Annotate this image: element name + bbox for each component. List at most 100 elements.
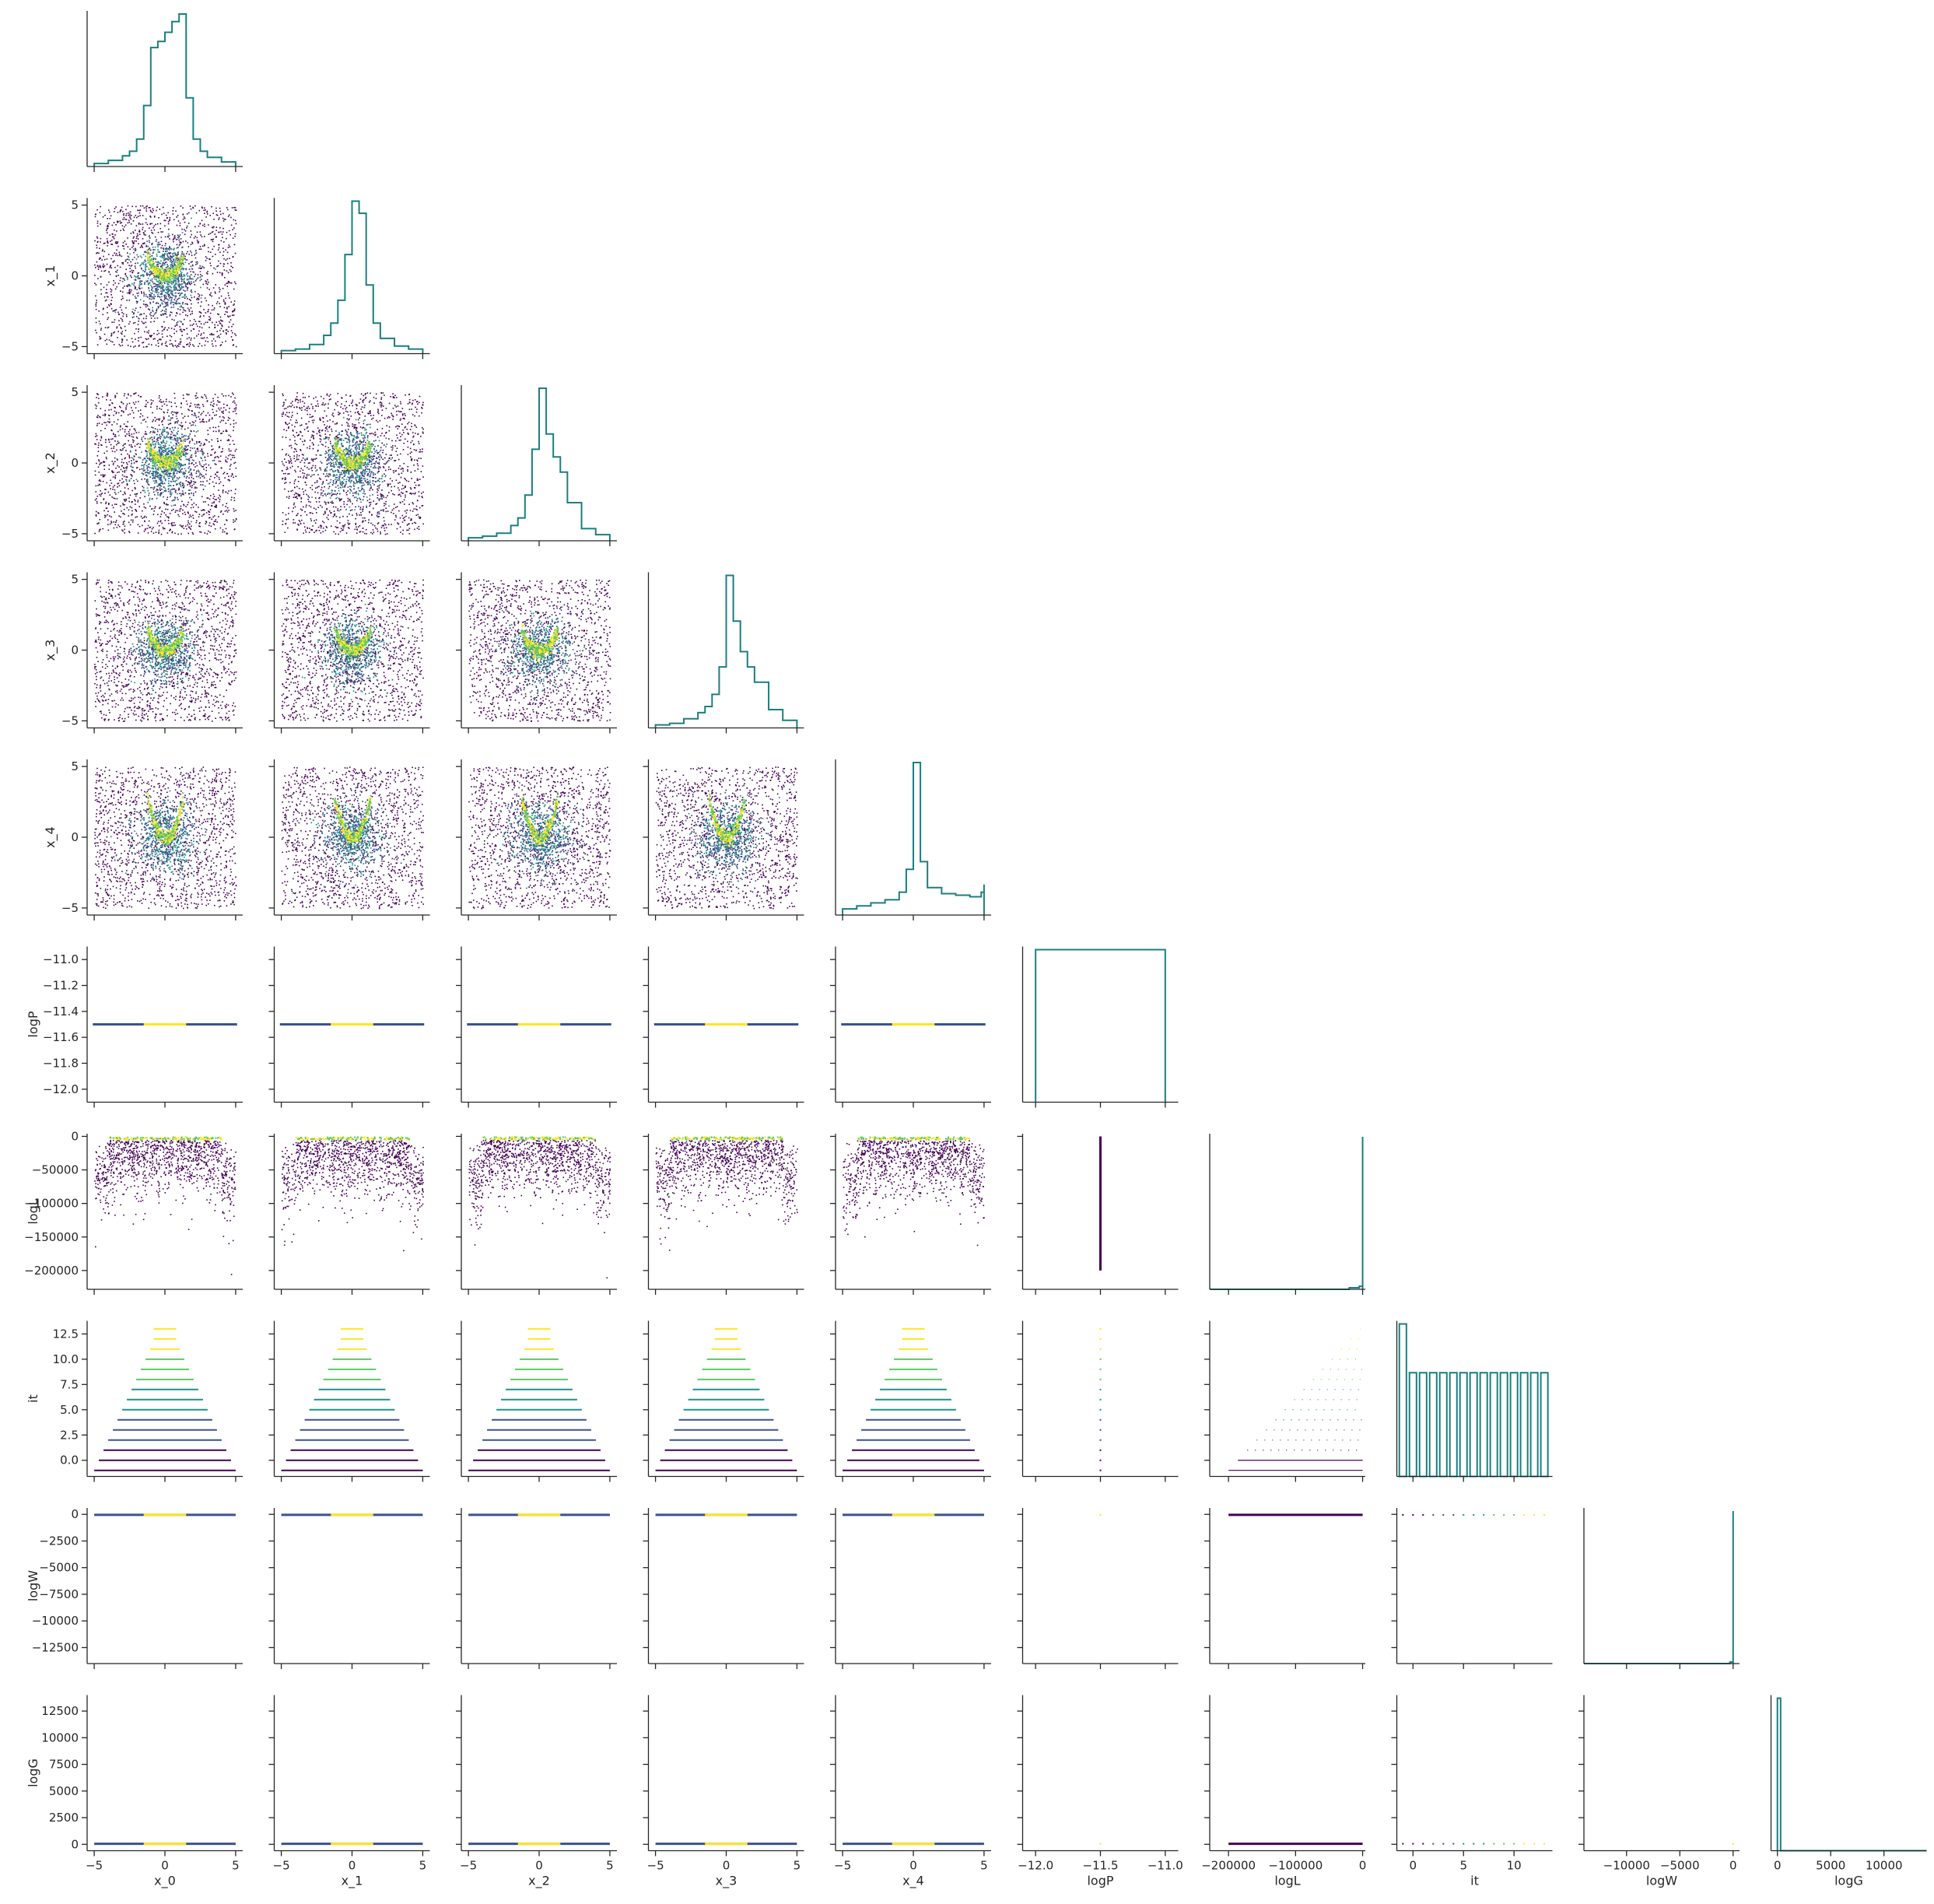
- hist-x_3: [654, 574, 798, 728]
- hist-bar: [1469, 1372, 1478, 1478]
- panel-logG-vs-logL: −200000 −100000 0 logL: [1201, 1695, 1366, 1888]
- x-tick-label: 5: [232, 1859, 240, 1873]
- y-tick-label: −5: [61, 714, 79, 728]
- y-tick-label: 5: [71, 198, 79, 212]
- panel-logP-vs-x_1: [268, 946, 430, 1108]
- panel-x_4-vs-x_2: [456, 759, 617, 920]
- panel-logP-vs-logP: [1021, 946, 1179, 1108]
- y-tick-label: 0: [71, 1129, 79, 1143]
- scatter-points-logW-it: [1402, 1513, 1546, 1516]
- panel-logW-vs-x_1: [268, 1508, 430, 1669]
- x-axis-label: x_4: [902, 1874, 924, 1889]
- hist-x_0: [93, 13, 236, 167]
- y-tick-label: −11.8: [43, 1057, 79, 1071]
- hist-bar: [1509, 1372, 1519, 1478]
- y-axis-label: logG: [26, 1758, 40, 1787]
- y-tick-label: 12.5: [53, 1327, 79, 1341]
- panel-logW-vs-x_0: −12500 −10000 −7500 −5000 −2500 0 logW: [26, 1507, 243, 1669]
- scatter-points-x_2-x_0: [94, 392, 237, 535]
- x-tick-label: 0: [1410, 1859, 1417, 1873]
- y-tick-label: 2.5: [60, 1428, 79, 1442]
- panel-x_3-vs-x_3: [647, 572, 804, 734]
- y-axis-label: logL: [26, 1198, 40, 1224]
- hist-bar: [1540, 1372, 1549, 1478]
- x-tick-label: −5: [460, 1859, 477, 1873]
- y-tick-label: 0: [71, 643, 79, 657]
- panel-logP-vs-x_0: −12.0 −11.8 −11.6 −11.4 −11.2 −11.0 logP: [26, 946, 243, 1108]
- x-tick-label: −10000: [1603, 1859, 1650, 1873]
- hist-logG: [1776, 1697, 1927, 1852]
- y-tick-label: −2500: [39, 1534, 79, 1548]
- panel-logP-vs-x_3: [643, 946, 804, 1108]
- scatter-points-it-x_2: [468, 1327, 610, 1471]
- panel-logG-vs-x_0: −5 0 5 0 2500 5000 7500 10000 12500 x_0 logG: [26, 1695, 243, 1889]
- scatter-points-x_3-x_2: [468, 579, 611, 722]
- panel-logG-vs-x_3: −5 0 5 x_3: [643, 1695, 804, 1889]
- panel-x_3-vs-x_2: [456, 572, 617, 734]
- x-axis-label: logW: [1646, 1874, 1677, 1888]
- panel-logG-vs-x_2: −5 0 5 x_2: [456, 1695, 617, 1889]
- hist-x_4: [842, 762, 985, 915]
- scatter-points-it-x_3: [655, 1327, 797, 1471]
- panel-logL-vs-x_2: [456, 1134, 617, 1295]
- hist-bar: [1519, 1372, 1529, 1478]
- x-tick-label: −5: [86, 1859, 103, 1873]
- x-tick-label: −5: [273, 1859, 290, 1873]
- y-tick-label: 0.0: [60, 1453, 79, 1467]
- hist-bar: [1449, 1372, 1458, 1478]
- panel-x_0-vs-x_0: [86, 11, 243, 172]
- panel-it-vs-logP: [1017, 1320, 1179, 1482]
- x-tick-label: 5000: [1816, 1859, 1845, 1873]
- y-tick-label: 0: [71, 1837, 79, 1851]
- y-axis-label: x_4: [43, 826, 58, 848]
- panel-logG-vs-logP: −12.0 −11.5 −11.0 logP: [1017, 1695, 1183, 1888]
- panel-logW-vs-logW: [1583, 1508, 1740, 1669]
- scatter-points-it-x_1: [281, 1327, 423, 1471]
- y-tick-label: 0: [71, 830, 79, 844]
- x-tick-label: 0: [1359, 1859, 1367, 1873]
- y-tick-label: 5: [71, 385, 79, 399]
- hist-bar: [1459, 1372, 1468, 1478]
- panel-x_2-vs-x_1: [268, 385, 430, 546]
- y-tick-label: −5: [61, 527, 79, 541]
- hist-logP: [1035, 948, 1166, 1103]
- hist-bar: [1418, 1372, 1428, 1478]
- x-tick-label: −100000: [1268, 1859, 1323, 1873]
- y-tick-label: 2500: [49, 1811, 79, 1825]
- x-tick-label: 10000: [1866, 1859, 1903, 1873]
- hist-x_1: [280, 200, 424, 354]
- panel-x_4-vs-x_3: [643, 759, 804, 920]
- hist-bar: [1489, 1372, 1498, 1478]
- panel-it-vs-x_1: [268, 1320, 430, 1482]
- hist-bar: [1499, 1372, 1508, 1478]
- y-tick-label: 5000: [49, 1784, 79, 1798]
- panel-x_1-vs-x_0: −5 0 5 x_1: [43, 198, 243, 359]
- x-axis-label: x_3: [716, 1874, 738, 1889]
- x-tick-label: −5: [834, 1859, 851, 1873]
- panel-logL-vs-x_1: [268, 1134, 430, 1295]
- y-tick-label: 10000: [41, 1730, 79, 1744]
- scatter-points-logL-x_2: [468, 1136, 611, 1279]
- x-tick-label: 10: [1507, 1859, 1522, 1873]
- y-tick-label: −5000: [39, 1561, 79, 1575]
- y-tick-label: 7500: [49, 1758, 79, 1772]
- scatter-points-logW-logP: [1099, 1513, 1102, 1516]
- scatter-points-x_4-x_2: [468, 766, 611, 910]
- panel-logW-vs-logL: [1204, 1508, 1365, 1669]
- y-tick-label: 0: [71, 269, 79, 283]
- y-tick-label: 0: [71, 1507, 79, 1521]
- panel-x_3-vs-x_0: −5 0 5 x_3: [43, 572, 243, 734]
- panel-x_2-vs-x_0: −5 0 5 x_2: [43, 385, 243, 546]
- y-tick-label: −12500: [32, 1640, 79, 1654]
- panel-it-vs-x_2: [456, 1320, 617, 1482]
- y-axis-label: it: [26, 1394, 40, 1403]
- hist-bar: [1398, 1323, 1407, 1478]
- scatter-points-it-logP: [1099, 1327, 1102, 1471]
- panel-x_4-vs-x_0: −5 0 5 x_4: [43, 759, 243, 920]
- y-tick-label: 5: [71, 759, 79, 773]
- panel-x_4-vs-x_4: [835, 759, 991, 920]
- panel-logL-vs-x_0: −200000 −150000 −100000 −50000 0 logL: [24, 1129, 243, 1295]
- panel-it-vs-it: [1396, 1320, 1553, 1482]
- panel-logW-vs-it: [1391, 1508, 1553, 1669]
